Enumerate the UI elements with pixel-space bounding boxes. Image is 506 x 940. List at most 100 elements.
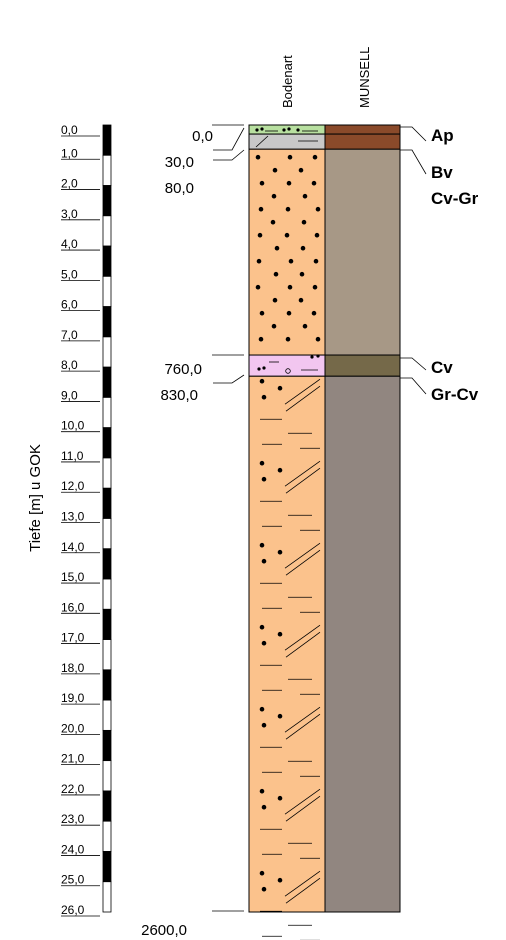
depth-tick-label: 14,0 (61, 540, 85, 554)
depth-tick-label: 21,0 (61, 752, 85, 766)
boundary-leader-line (213, 149, 245, 161)
scale-segment (102, 427, 112, 459)
soil-layer-fill (248, 133, 326, 150)
scale-segment (102, 639, 112, 671)
gravel-dot (286, 310, 292, 316)
depth-tick-label: 11,0 (61, 449, 84, 463)
gravel-dot (258, 206, 264, 212)
depth-tick-label: 8,0 (61, 358, 78, 372)
depth-tick-label: 12,0 (61, 479, 85, 493)
boundary-depth-label: 0,0 (192, 128, 213, 145)
gravel-dot (259, 542, 265, 548)
depth-tick-label: 15,0 (61, 570, 85, 584)
gravel-dot (256, 258, 262, 264)
hatch-line (285, 549, 321, 576)
scale-segment (102, 851, 112, 883)
munsell-swatch-ap (324, 124, 401, 135)
gravel-dot (259, 624, 265, 630)
gravel-dot (259, 180, 265, 186)
gravel-dot (271, 323, 277, 329)
gravel-dot (261, 558, 267, 564)
gravel-dot (277, 631, 283, 637)
gravel-dot (259, 706, 265, 712)
boundary-leader-line (213, 374, 245, 384)
munsell-color-column (324, 124, 401, 913)
scale-segment (102, 669, 112, 701)
depth-tick-label: 5,0 (61, 267, 78, 281)
scale-segment (102, 608, 112, 640)
gravel-dot (299, 271, 305, 277)
depth-tick-label: 6,0 (61, 298, 78, 312)
horizon-label-bv: Bv (431, 163, 453, 182)
hatch-line (284, 870, 321, 897)
hatch-line (284, 460, 321, 487)
depth-tick-label: 3,0 (61, 207, 78, 221)
scale-segment (102, 548, 112, 580)
gravel-dot (258, 336, 264, 342)
humus-dot (316, 354, 320, 358)
hatch-line (284, 624, 321, 651)
horizon-label-cv: Cv (431, 358, 453, 377)
gravel-dot (312, 154, 318, 160)
depth-tick-label: 13,0 (61, 510, 85, 524)
gravel-dot (315, 206, 321, 212)
boundary-depth-label: 760,0 (164, 361, 202, 378)
gravel-dot (274, 245, 280, 251)
horizon-labels: Ap Bv Cv-Gr Cv Gr-Cv (400, 126, 479, 404)
scale-segment (102, 578, 112, 610)
gravel-dot (300, 245, 306, 251)
horizon-label-cv-gr: Cv-Gr (431, 189, 479, 208)
horizon-leader-line (400, 126, 427, 142)
gravel-dot (285, 336, 291, 342)
depth-tick-label: 0,0 (61, 123, 78, 137)
munsell-swatch-bv (324, 133, 401, 150)
scale-segment (102, 154, 112, 186)
gravel-dot (259, 460, 265, 466)
hatch-line (284, 788, 321, 815)
gravel-dot (288, 258, 294, 264)
soil-layer-ap (248, 124, 326, 135)
hatch-line (285, 795, 321, 822)
gravel-dot (255, 154, 261, 160)
depth-tick-label: 26,0 (61, 903, 85, 917)
gravel-dot (298, 297, 304, 303)
soil-layer-cv-gr (248, 148, 326, 356)
scale-segment (102, 245, 112, 277)
scale-segment (102, 306, 112, 338)
depth-tick-label: 18,0 (61, 661, 85, 675)
humus-dot (257, 367, 261, 371)
horizon-leader-line (400, 149, 427, 175)
hatch-line (284, 542, 321, 569)
gravel-dot (271, 193, 277, 199)
depth-tick-label: 10,0 (61, 419, 85, 433)
gravel-dot (277, 467, 283, 473)
depth-tick-label: 20,0 (61, 721, 85, 735)
humus-dot (310, 355, 314, 359)
scale-segment (102, 487, 112, 519)
boundary-depth-label: 830,0 (160, 387, 198, 404)
humus-dot (296, 128, 300, 132)
depth-scale: 0,0 1,0 2,0 3,0 4,0 5,0 6,0 7,0 8,0 9,0 10,0 11,0 12… (61, 123, 112, 917)
horizon-label-gr-cv: Gr-Cv (431, 385, 479, 404)
scale-segment (102, 760, 112, 792)
depth-tick-label: 9,0 (61, 388, 78, 402)
boundary-depth-labels: 0,0 30,0 80,0 760,0 830,0 2600,0 (141, 124, 245, 939)
depth-tick-label: 2,0 (61, 177, 78, 191)
gravel-dot (261, 640, 267, 646)
gravel-dot (312, 284, 318, 290)
hatch-line (284, 378, 321, 405)
gravel-dot (261, 804, 267, 810)
scale-segment (102, 366, 112, 398)
gravel-dot (287, 284, 293, 290)
gravel-dot (259, 788, 265, 794)
scale-segment (102, 518, 112, 550)
depth-tick-label: 17,0 (61, 631, 85, 645)
soil-layer-fill (248, 375, 326, 913)
soil-layer-fill (248, 148, 326, 356)
scale-segment (102, 699, 112, 731)
gravel-dot (284, 232, 290, 238)
scale-segment (102, 124, 112, 156)
gravel-dot (261, 476, 267, 482)
gravel-dot (277, 385, 283, 391)
scale-segment (102, 790, 112, 822)
